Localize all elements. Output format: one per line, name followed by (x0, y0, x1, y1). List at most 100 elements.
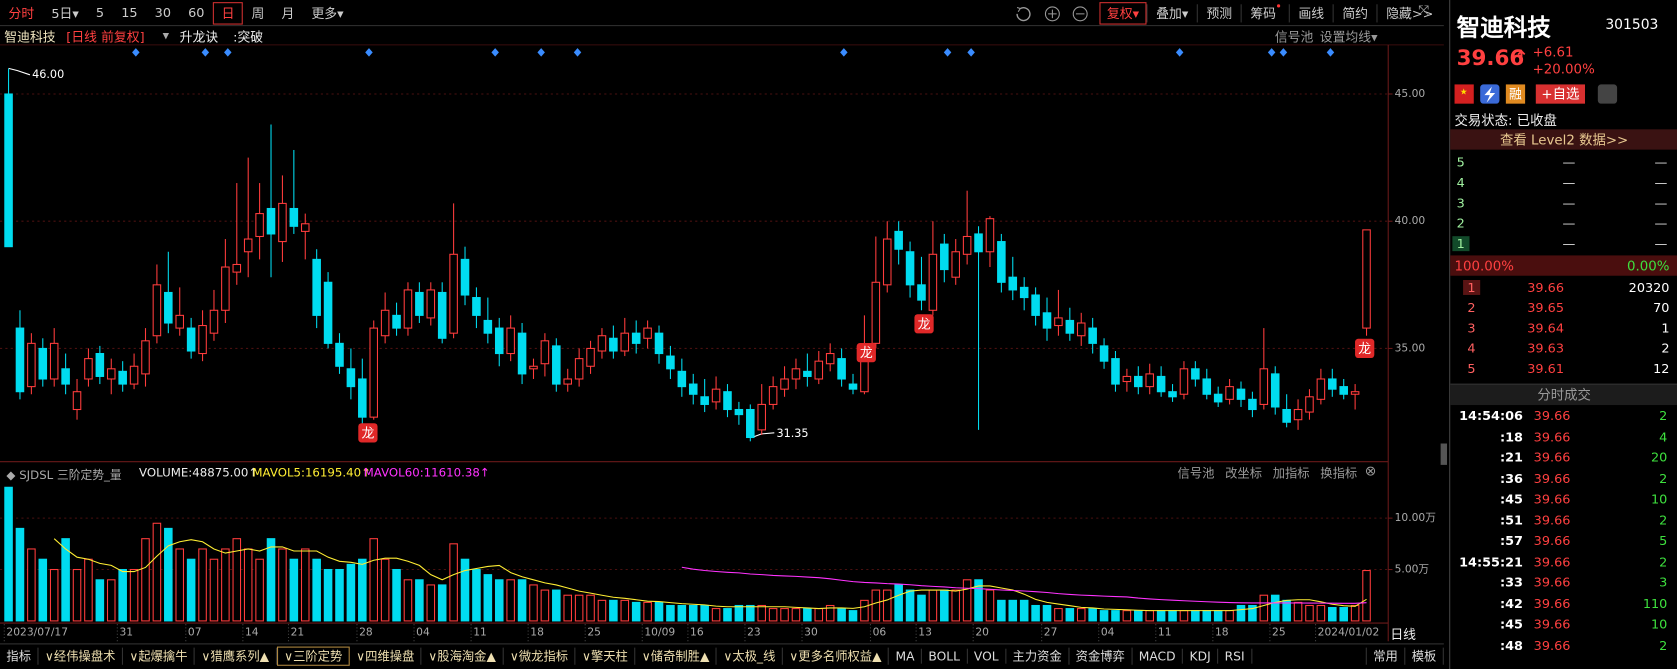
period-button[interactable]: 分时 (8, 5, 35, 21)
volume-tool[interactable]: 换指标 (1320, 465, 1358, 481)
indicator-tab[interactable]: KDJ (1183, 648, 1219, 664)
volume-tool[interactable]: 信号池 (1177, 465, 1215, 481)
dragon-box (1355, 338, 1375, 359)
indicator-tab[interactable]: ∨三阶定势 (276, 646, 350, 666)
indicator-tab[interactable]: ∨四维操盘 (350, 647, 422, 665)
candle-body (814, 360, 824, 380)
volume-bar (494, 579, 504, 622)
volume-bar (791, 608, 801, 622)
tool-button[interactable]: 筹码 (1240, 3, 1289, 22)
candle-body (723, 391, 732, 411)
candle-body (1339, 386, 1348, 395)
annotation: 46.00 (32, 68, 64, 81)
indicator-tab[interactable]: 指标 (0, 647, 39, 665)
indicator-tab[interactable]: MA (889, 648, 922, 664)
fullscreen-icon[interactable]: ⤧ (1418, 3, 1430, 20)
indicator-tab[interactable]: BOLL (922, 648, 968, 664)
volume-bar (700, 604, 709, 622)
trade-price: 39.66 (1533, 554, 1571, 570)
volume-bar (1088, 608, 1097, 622)
chart-mode[interactable]: [日线 前复权] (66, 29, 145, 45)
indicator-tab[interactable]: 资金博弈 (1069, 647, 1133, 665)
candle-body (1042, 312, 1052, 329)
indicator-tab[interactable]: 模板 (1405, 647, 1444, 665)
candle-body (962, 235, 972, 255)
period-button[interactable]: 15 (121, 5, 138, 21)
volume-bar (768, 608, 778, 622)
period-button[interactable]: 月 (281, 5, 295, 21)
alert-icon[interactable] (1597, 84, 1618, 104)
chart: 46.00 31.35 45.00 40.00 35.00 10.00万 5.00万 20… (0, 25, 1444, 642)
indicator-tab[interactable]: ∨股海淘金▲ (422, 647, 504, 665)
indicator-name[interactable]: 升龙诀 (179, 29, 219, 45)
period-button[interactable]: 60 (188, 5, 205, 21)
volume-bar (243, 548, 253, 622)
indicator-tab[interactable]: MACD (1132, 648, 1184, 664)
indicator-tab[interactable]: ∨微龙指标 (503, 647, 576, 665)
volume-bar (894, 584, 903, 622)
x-tick-label: 07 (188, 626, 202, 639)
trade-volume: 2 (1659, 512, 1668, 528)
period-button[interactable]: 5日▾ (51, 5, 79, 21)
bid-level: 1 (1463, 279, 1480, 295)
candle-body (1202, 378, 1212, 395)
volume-tool[interactable]: 加指标 (1272, 465, 1310, 481)
tool-button[interactable]: 简约 (1332, 3, 1377, 22)
close-icon[interactable]: ⊗ (1364, 463, 1377, 480)
volume-bar (631, 601, 641, 622)
level2-link[interactable]: 查看 Level2 数据>> (1450, 129, 1677, 150)
volume-bar (1122, 610, 1132, 622)
indicator-tab[interactable]: ∨太极_线 (717, 647, 783, 665)
signal-diamond (967, 48, 975, 57)
mode-caret[interactable]: ▾ (162, 27, 170, 43)
period-button[interactable]: 30 (154, 5, 172, 21)
tool-button[interactable]: 预测 (1196, 3, 1241, 22)
candle-body (1145, 373, 1154, 388)
indicator-tab[interactable]: ∨更多名师权益▲ (783, 647, 890, 665)
indicator-tab[interactable]: ∨储奇制胜▲ (635, 647, 717, 665)
volume-bar (1213, 610, 1223, 622)
tool-button[interactable]: 画线 (1288, 3, 1333, 22)
candle-body (688, 383, 698, 395)
tool-button[interactable]: 叠加▾ (1146, 3, 1197, 22)
signal-pool[interactable]: 信号池 (1274, 29, 1314, 45)
candle-body (415, 291, 424, 316)
indicator-tab[interactable]: ∨起爆擒牛 (123, 647, 196, 665)
candle-body (746, 408, 755, 439)
period-button[interactable]: 5 (95, 5, 105, 21)
zoom-icons[interactable] (1014, 4, 1094, 23)
indicator-tab[interactable]: 常用 (1365, 647, 1406, 665)
volume-bar (403, 579, 413, 622)
indicator-tab[interactable]: 主力资金 (1006, 647, 1070, 665)
volume-bar (15, 527, 25, 622)
candle-body (38, 347, 48, 380)
panel-handle[interactable] (1440, 443, 1448, 465)
ma-setting[interactable]: 设置均线▾ (1319, 29, 1378, 45)
volume-indicator[interactable]: ◆ SJDSL 三阶定势_量 (6, 468, 122, 482)
candle-body (209, 309, 219, 334)
indicator-tab[interactable]: VOL (967, 648, 1007, 664)
candle-body (84, 358, 93, 380)
tool-button[interactable]: 隐藏>> (1376, 3, 1442, 22)
dragon-label: 龙 (361, 426, 374, 441)
tool-button[interactable]: 复权▾ (1099, 1, 1147, 25)
mavol60-readout: MAVOL60:11610.38↑ (363, 465, 490, 480)
ask-level: 5 (1456, 154, 1465, 170)
dragon-box (856, 343, 876, 363)
watch-button[interactable]: +自选 (1535, 84, 1585, 104)
volume-bar (985, 589, 995, 622)
indicator-tab[interactable]: RSI (1218, 648, 1253, 664)
period-button[interactable]: 日 (213, 1, 243, 25)
indicator-tab[interactable]: ∨猎鹰系列▲ (195, 647, 277, 665)
bid-price: 39.65 (1527, 300, 1564, 316)
volume-bar (335, 568, 344, 622)
flag-icons[interactable]: ★ (1454, 83, 1508, 104)
quote-change-pct: +20.00% (1532, 60, 1595, 77)
indicator-tab[interactable]: ∨经伟操盘术 (39, 647, 123, 665)
period-button[interactable]: 更多▾ (311, 5, 344, 21)
period-button[interactable]: 周 (251, 5, 265, 21)
volume-tool[interactable]: 改坐标 (1225, 465, 1263, 481)
indicator-tab[interactable]: ∨擎天柱 (576, 647, 636, 665)
ask-price: — (1562, 154, 1576, 170)
